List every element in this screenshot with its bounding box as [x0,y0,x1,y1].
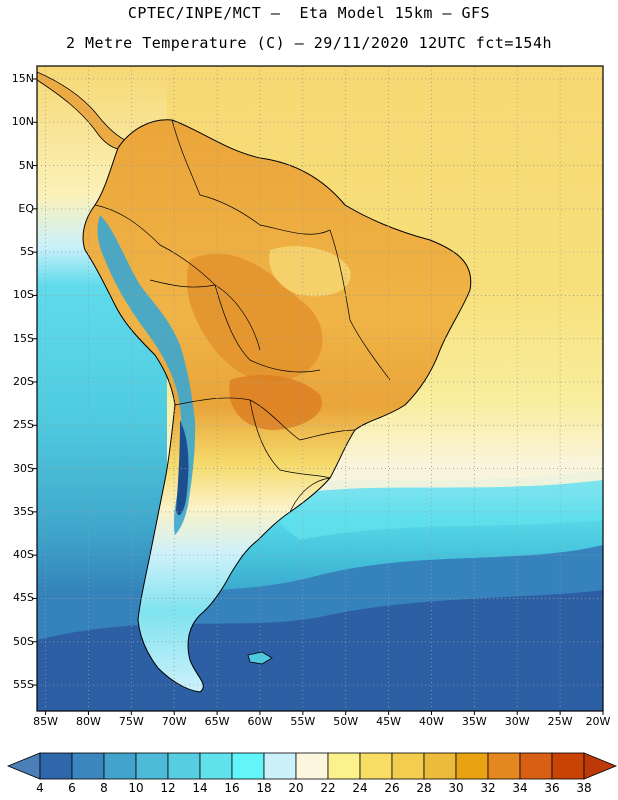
colorbar-segment [391,752,425,780]
lon-label: 30W [504,715,530,728]
lon-label: 20W [585,715,611,728]
colorbar-segment [423,752,457,780]
colorbar-label: 28 [416,781,432,795]
colorbar-label: 16 [224,781,240,795]
colorbar-label: 10 [128,781,144,795]
colorbar-label: 36 [544,781,560,795]
lon-label: 70W [161,715,187,728]
hot-chaco [229,375,322,430]
lat-label: 5N [18,158,34,172]
lat-label: 15N [11,71,34,85]
colorbar-segment [295,752,329,780]
colorbar-segment [199,752,233,780]
colorbar-label: 20 [288,781,304,795]
pale-ocean-band [270,455,603,495]
colorbar-segment [39,752,73,780]
lon-label: 40W [419,715,444,728]
lat-label: 10S [13,288,34,302]
andes-cold [97,215,196,535]
map-field [37,66,603,711]
colorbar-segment [71,752,105,780]
lat-label: 45S [13,591,34,605]
lon-label: 55W [290,715,316,728]
colorbar-segment [455,752,489,780]
colorbar-label: 32 [480,781,496,795]
colorbar-label: 22 [320,781,336,795]
map-title-line-2: 2 Metre Temperature (C) – 29/11/2020 12U… [65,34,553,52]
colorbar [6,752,618,780]
cooler-amazon [269,246,351,297]
andes-peaks [176,420,189,516]
lat-label: 50S [13,634,34,648]
lon-label: 50W [333,715,359,728]
colorbar-label: 12 [160,781,176,795]
colorbar-label: 24 [352,781,368,795]
lat-label: 20S [13,375,34,388]
colorbar-segment [519,752,553,780]
lon-label: 45W [376,715,402,728]
colorbar-segment [551,752,585,780]
colorbar-label: 4 [36,781,44,795]
map-title-line-1: CPTEC/INPE/MCT – Eta Model 15km – GFS [127,4,491,22]
colorbar-label: 38 [576,781,592,795]
lat-label: 30S [13,461,34,475]
lon-label: 85W [33,715,58,728]
lon-label: 65W [204,715,230,728]
lon-label: 75W [118,715,144,728]
colorbar-high-arrow [583,752,618,780]
lat-label: 5S [20,245,34,259]
colorbar-label: 30 [448,781,464,795]
hot-interior [186,253,323,382]
lat-label: 35S [13,504,34,518]
colorbar-low-arrow [6,752,41,780]
colorbar-label: 18 [256,781,272,795]
colorbar-segment [103,752,137,780]
colorbar-segment [135,752,169,780]
lon-label: 35W [461,715,487,728]
colorbar-label: 8 [100,781,108,795]
colorbar-label: 26 [384,781,400,795]
colorbar-segment [359,752,393,780]
map-frame [36,65,604,712]
lat-label: 10N [11,115,34,129]
lon-label: 25W [547,715,573,728]
colorbar-segment [231,752,265,780]
axis-ticks [33,78,604,715]
lat-label: 25S [13,418,34,432]
colorbar-segment [487,752,521,780]
lat-label: EQ [18,201,34,215]
colorbar-label: 34 [512,781,528,795]
colorbar-segment [263,752,297,780]
country-borders [94,119,391,513]
lat-label: 40S [13,548,34,562]
lon-label: 60W [247,715,273,728]
colorbar-label: 14 [192,781,208,795]
lat-label: 55S [13,678,34,692]
lon-label: 80W [76,715,101,728]
colorbar-segment [167,752,201,780]
lat-label: 15S [13,331,34,345]
colorbar-label: 6 [68,781,76,795]
colorbar-segment [327,752,361,780]
